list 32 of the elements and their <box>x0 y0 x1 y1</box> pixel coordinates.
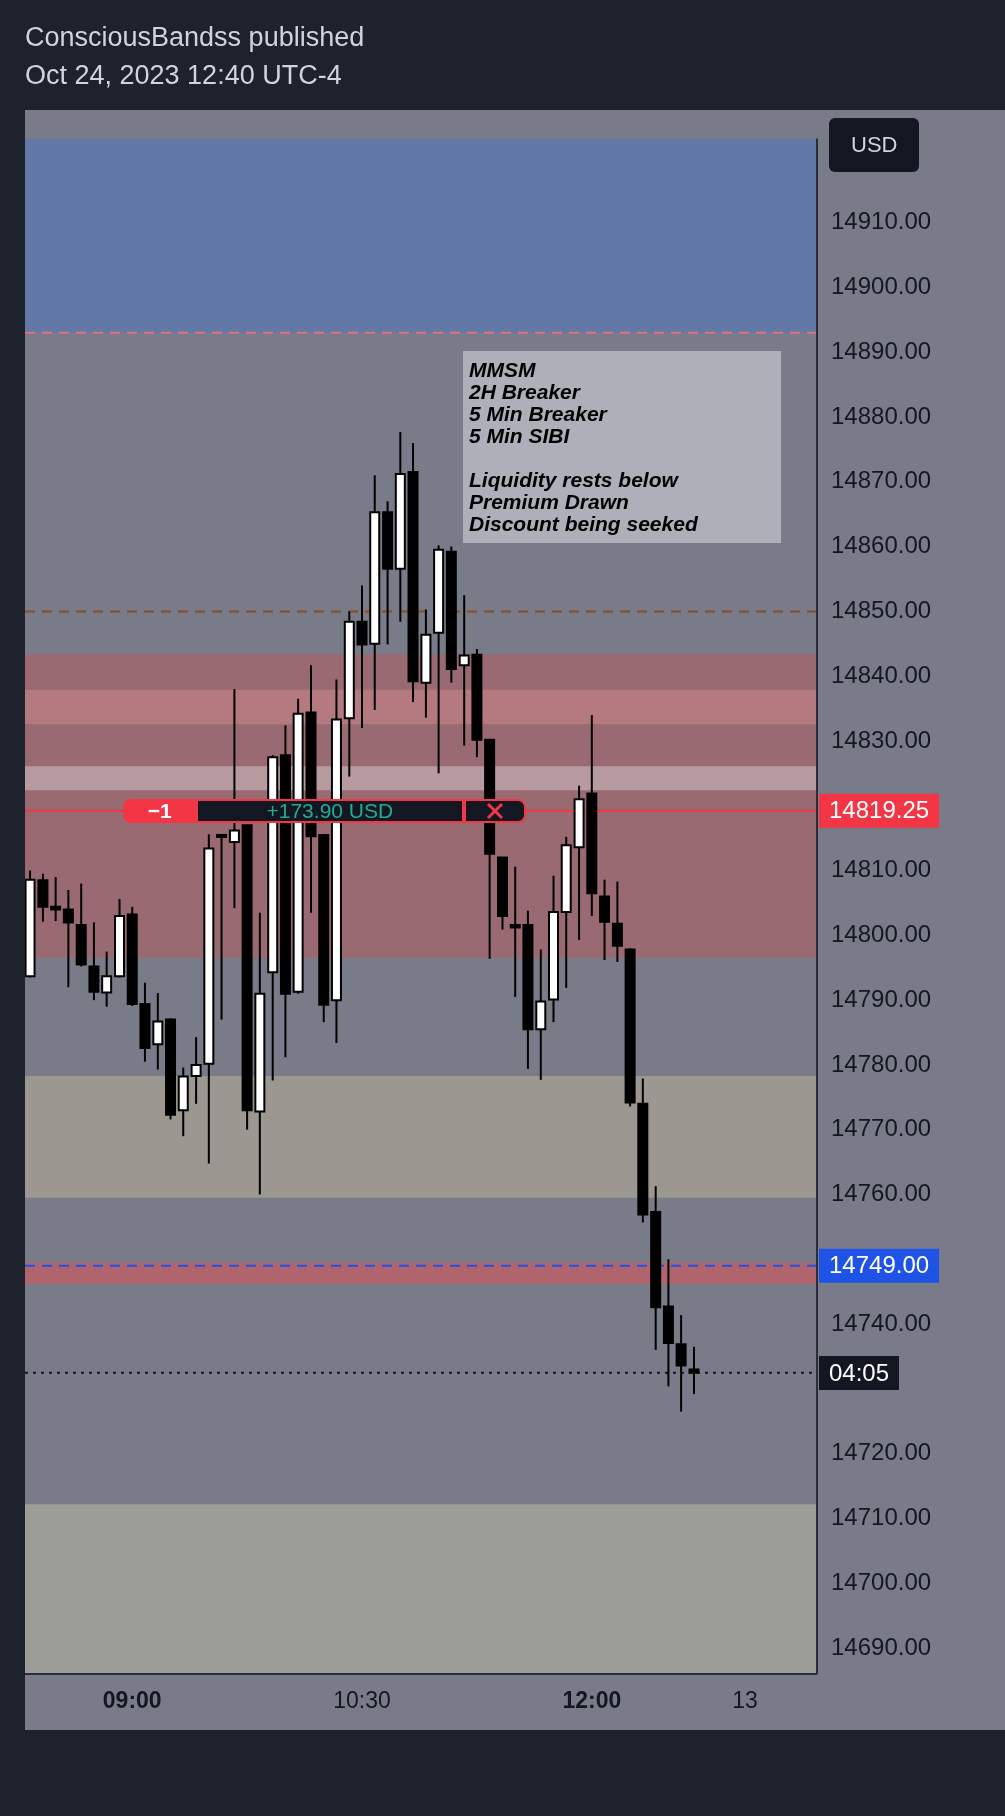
y-tick-label: 14790.00 <box>831 984 932 1012</box>
ref-line-label: 14819.25 <box>829 796 930 824</box>
ref-line-label: 14749.00 <box>829 1251 930 1279</box>
y-tick-label: 14810.00 <box>831 855 932 883</box>
x-tick-label: 13 <box>732 1687 758 1714</box>
chart-title: ConsciousBandss published <box>25 21 365 54</box>
chart-subtitle: Oct 24, 2023 12:40 UTC-4 <box>25 59 343 92</box>
x-tick-label: 12:00 <box>562 1687 622 1714</box>
profit-box: +173.90 USD <box>195 798 464 823</box>
y-tick-label: 14910.00 <box>831 207 932 235</box>
note-box: MMSM 2H Breaker 5 Min Breaker 5 Min SIBI Liquidity rests below Premium Drawn Discount being seeked <box>463 351 781 543</box>
y-tick-label: 14710.00 <box>831 1503 932 1531</box>
x-tick-label: 09:00 <box>102 1687 162 1714</box>
y-tick-label: 14880.00 <box>831 401 932 429</box>
text: USD <box>829 118 920 172</box>
y-tick-label: 14700.00 <box>831 1567 932 1595</box>
countdown-tag: 04:05 <box>819 1355 900 1390</box>
y-tick-label: 14780.00 <box>831 1049 932 1077</box>
y-tick-label: 14900.00 <box>831 272 932 300</box>
y-tick-label: 14830.00 <box>831 725 932 753</box>
y-tick-label: 14690.00 <box>831 1632 932 1660</box>
y-tick-label: 14870.00 <box>831 466 932 494</box>
y-tick-label: 14740.00 <box>831 1308 932 1336</box>
y-tick-label: 14800.00 <box>831 919 932 947</box>
y-tick-label: 14840.00 <box>831 660 932 688</box>
y-tick-label: 14720.00 <box>831 1438 932 1466</box>
y-tick-label: 14770.00 <box>831 1114 932 1142</box>
y-tick-label: 14890.00 <box>831 336 932 364</box>
y-tick-label: 14760.00 <box>831 1179 932 1207</box>
x-tick-label: 10:30 <box>333 1687 391 1714</box>
y-tick-label: 14850.00 <box>831 596 932 624</box>
y-tick-label: 14860.00 <box>831 531 932 559</box>
